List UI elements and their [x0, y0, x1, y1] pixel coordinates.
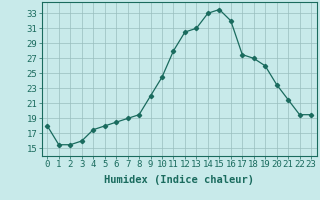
X-axis label: Humidex (Indice chaleur): Humidex (Indice chaleur) — [104, 175, 254, 185]
